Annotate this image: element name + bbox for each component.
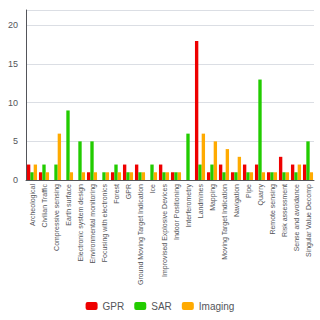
svg-text:Earth surface: Earth surface: [65, 184, 72, 226]
svg-text:Navigation: Navigation: [233, 184, 241, 217]
svg-text:SAR: SAR: [151, 301, 172, 312]
svg-text:5: 5: [13, 136, 18, 146]
svg-text:Pipe: Pipe: [245, 184, 253, 198]
svg-text:Sense and avoidance: Sense and avoidance: [293, 184, 300, 251]
svg-text:GPR: GPR: [103, 301, 125, 312]
svg-text:Ice: Ice: [149, 184, 156, 193]
svg-text:Landmines: Landmines: [197, 184, 204, 219]
svg-text:Imaging: Imaging: [199, 301, 235, 312]
svg-text:Forest: Forest: [113, 184, 120, 204]
svg-text:Indoor Positioning: Indoor Positioning: [173, 184, 181, 240]
svg-text:GPR: GPR: [125, 184, 132, 199]
svg-text:Singular Value Decomp: Singular Value Decomp: [305, 184, 313, 257]
svg-text:Electronic system design: Electronic system design: [77, 184, 85, 262]
svg-text:Focusing with electronics: Focusing with electronics: [101, 184, 109, 263]
svg-text:Improvised Explosive Devices: Improvised Explosive Devices: [161, 184, 169, 277]
svg-text:Mapping: Mapping: [209, 184, 217, 211]
svg-text:Risk assessment: Risk assessment: [281, 184, 288, 237]
svg-text:20: 20: [8, 20, 18, 30]
svg-text:Ground Moving Target Indicatio: Ground Moving Target Indication: [137, 184, 145, 285]
svg-text:Civilian Traffic: Civilian Traffic: [41, 184, 48, 228]
svg-text:Remote sensing: Remote sensing: [269, 184, 277, 235]
svg-text:Moving Target Indication: Moving Target Indication: [221, 184, 229, 260]
svg-text:Compressive sensing: Compressive sensing: [53, 184, 61, 251]
svg-text:10: 10: [8, 98, 18, 108]
svg-text:Quarry: Quarry: [257, 184, 265, 206]
svg-text:Interferometry: Interferometry: [185, 184, 193, 228]
svg-text:15: 15: [8, 59, 18, 69]
svg-text:Archeological: Archeological: [29, 184, 37, 226]
svg-text:Environmental monitoring: Environmental monitoring: [89, 184, 97, 263]
svg-text:0: 0: [13, 175, 18, 185]
